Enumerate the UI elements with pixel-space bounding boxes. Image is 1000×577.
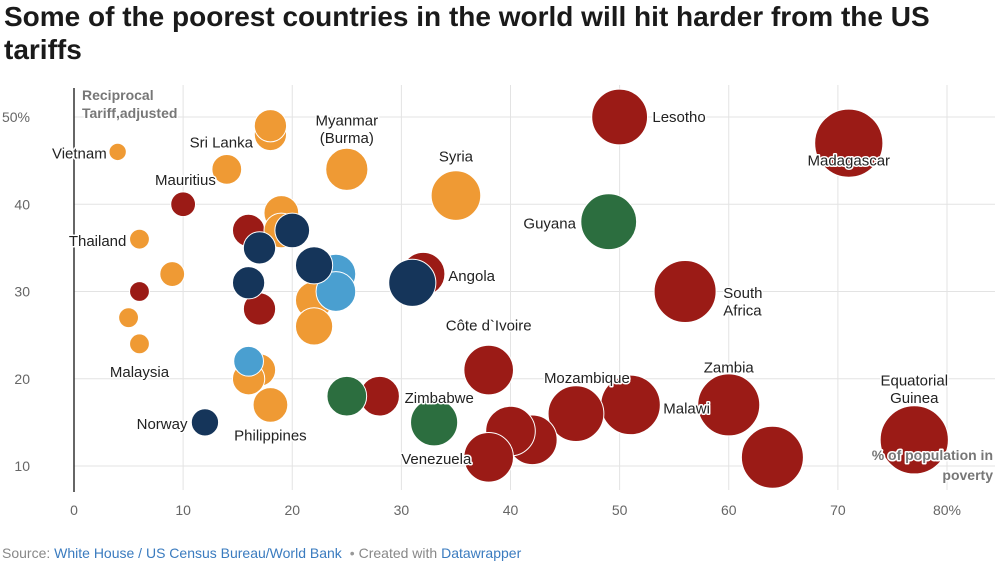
y-tick-label: 50% — [2, 109, 30, 125]
point-label: Syria — [439, 148, 474, 165]
point-label: South — [723, 285, 762, 302]
bubble-orange[interactable] — [253, 109, 288, 143]
x-tick-label: 10 — [175, 502, 191, 518]
point-label: Lesotho — [652, 109, 705, 126]
bubble-red[interactable] — [591, 88, 649, 146]
x-axis-title: % of population in — [872, 447, 993, 463]
x-tick-label: 60 — [721, 502, 737, 518]
bubble-navy[interactable] — [190, 408, 220, 437]
point-label: Venezuela — [401, 451, 472, 468]
bubble-green[interactable] — [410, 398, 459, 447]
footer-separator: • — [349, 545, 355, 561]
y-tick-label: 30 — [14, 284, 30, 300]
point-label: Philippines — [234, 427, 307, 444]
x-axis-title: poverty — [942, 467, 993, 483]
x-tick-label: 50 — [612, 502, 628, 518]
bubble-orange[interactable] — [211, 153, 243, 185]
y-tick-label: 20 — [14, 371, 30, 387]
axes: 0 10 20 30 40 50 60 70 80% 10 20 30 40 50% — [2, 88, 961, 518]
point-label: Myanmar — [316, 112, 379, 129]
bubble-navy[interactable] — [242, 231, 277, 265]
bubble-lightblue[interactable] — [233, 345, 264, 377]
point-label: Malaysia — [110, 364, 170, 381]
footer: Source: White House / US Census Bureau/W… — [2, 545, 521, 561]
bubble-navy[interactable] — [388, 258, 437, 307]
x-tick-label: 0 — [70, 502, 78, 518]
point-label: (Burma) — [320, 130, 374, 147]
bubble-red[interactable] — [463, 344, 514, 396]
bubble-orange[interactable] — [430, 170, 482, 221]
bubble-red[interactable] — [129, 281, 150, 302]
x-tick-label: 70 — [830, 502, 846, 518]
bubble-orange[interactable] — [129, 333, 150, 355]
bubble-orange[interactable] — [252, 387, 289, 423]
bubble-red[interactable] — [814, 108, 884, 178]
point-label: Africa — [723, 303, 762, 320]
x-tick-label: 30 — [394, 502, 410, 518]
point-label: Sri Lanka — [190, 134, 254, 151]
y-axis-title: Reciprocal — [82, 87, 154, 103]
bubble-red[interactable] — [547, 385, 605, 443]
point-label: Vietnam — [52, 146, 107, 163]
chart-title: Some of the poorest countries in the wor… — [4, 1, 930, 65]
bubble-red[interactable] — [697, 373, 761, 437]
bubble-orange[interactable] — [118, 307, 139, 329]
point-label: Zambia — [704, 359, 755, 376]
created-prefix: Created with — [358, 545, 442, 561]
point-label: Mauritius — [155, 172, 216, 189]
point-label: Madagascar — [808, 153, 891, 170]
bubble-red[interactable] — [879, 405, 949, 475]
x-tick-label: 40 — [503, 502, 519, 518]
point-label: Guinea — [890, 390, 939, 407]
source-link[interactable]: White House / US Census Bureau/World Ban… — [54, 545, 342, 561]
datawrapper-link[interactable]: Datawrapper — [441, 545, 522, 561]
bubble-navy[interactable] — [294, 246, 334, 285]
point-label: Thailand — [69, 233, 127, 250]
bubble-green[interactable] — [580, 193, 638, 251]
point-label: Guyana — [523, 215, 576, 232]
bubble-navy[interactable] — [231, 266, 266, 300]
point-label: Equatorial — [880, 372, 948, 389]
bubble-lightblue[interactable] — [315, 271, 357, 312]
bubble-orange[interactable] — [159, 261, 186, 287]
bubble-orange[interactable] — [129, 228, 150, 250]
x-tick-label: 80% — [933, 502, 961, 518]
point-label: Angola — [448, 268, 495, 285]
y-axis-title: Tariff,adjusted — [82, 105, 177, 121]
point-label: Zimbabwe — [405, 390, 474, 407]
bubble-red[interactable] — [653, 260, 717, 323]
bubble-red[interactable] — [740, 425, 804, 489]
y-tick-label: 10 — [14, 458, 30, 474]
bubble-orange[interactable] — [325, 147, 369, 191]
bubble-orange[interactable] — [294, 307, 334, 346]
point-label: Côte d`Ivoire — [446, 318, 532, 335]
bubble-red[interactable] — [463, 431, 514, 483]
y-tick-label: 40 — [14, 196, 30, 212]
source-prefix: Source: — [2, 545, 55, 561]
point-label: Norway — [137, 416, 188, 433]
axis-titles: Reciprocal Tariff,adjusted % of population… — [81, 86, 995, 485]
grid-lines — [74, 85, 995, 490]
point-label: Mozambique — [544, 370, 630, 387]
bubble-navy[interactable] — [274, 212, 311, 249]
point-label: Malawi — [663, 400, 710, 417]
bubble-green[interactable] — [326, 375, 368, 417]
x-tick-label: 20 — [284, 502, 300, 518]
bubble-orange[interactable] — [108, 142, 127, 162]
bubble-red[interactable] — [170, 191, 197, 218]
bubbles — [108, 88, 949, 489]
